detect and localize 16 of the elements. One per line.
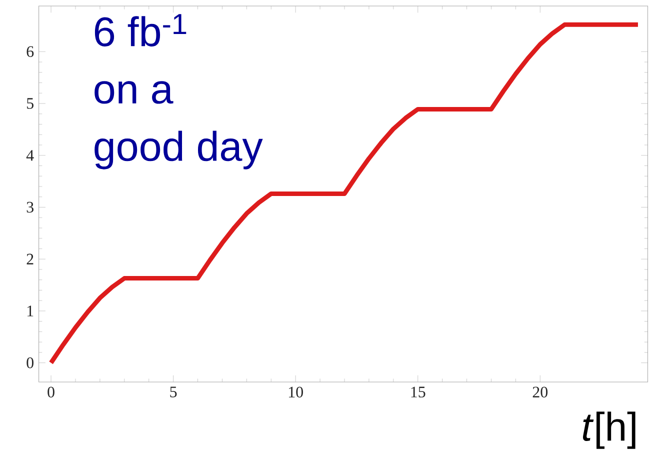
annotation: good day [94, 130, 263, 170]
y-tick-label: 0 [26, 357, 34, 368]
y-tick-label: 6 [26, 46, 34, 58]
x-axis-title: t[h] [582, 412, 636, 449]
y-tick-label: 3 [26, 202, 34, 213]
x-tick-label: 0 [48, 386, 54, 398]
y-tick-label: 4 [26, 150, 34, 161]
y-tick-label: 5 [27, 98, 34, 109]
x-tick-label: 15 [411, 386, 426, 398]
x-tick-label: 5 [170, 386, 177, 398]
y-tick-label: 2 [26, 254, 34, 264]
x-tick-label: 10 [288, 386, 303, 398]
annotation: on a [94, 81, 174, 104]
x-tick-label: 20 [532, 386, 548, 398]
annotation: 6 fb$^{-1}$ [94, 14, 186, 46]
y-tick-label: 1 [27, 306, 34, 316]
